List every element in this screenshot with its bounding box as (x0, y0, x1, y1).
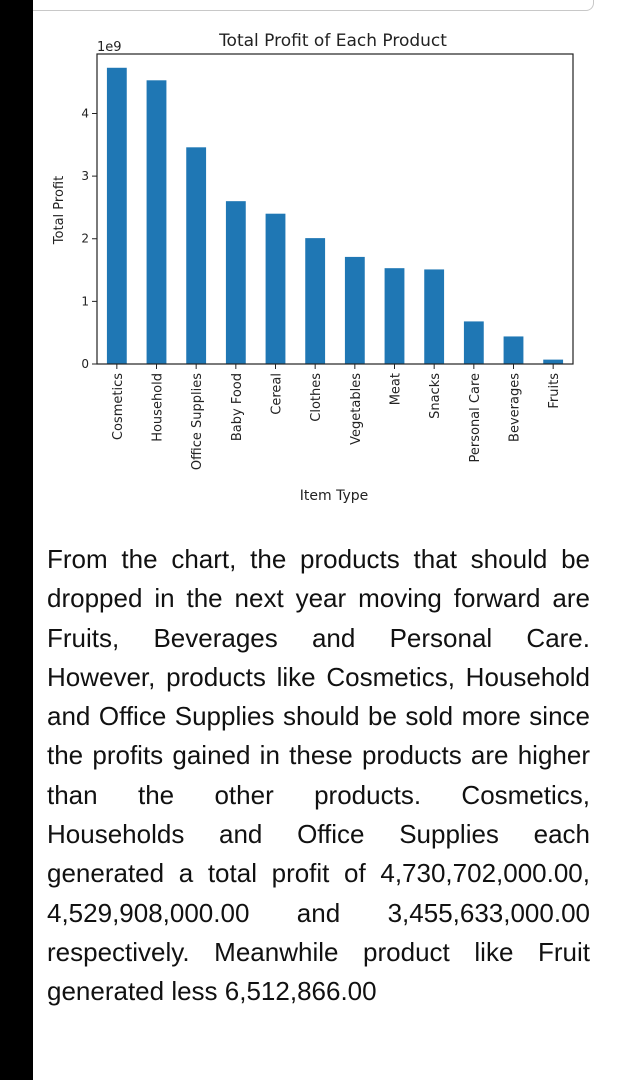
x-tick-label: Beverages (508, 373, 523, 442)
card-top-edge (33, 0, 594, 11)
bar-household (146, 80, 167, 364)
y-tick-label: 1 (81, 294, 89, 308)
screen-left-edge (0, 0, 33, 1080)
x-tick-label: Baby Food (230, 373, 245, 441)
y-axis-label: Total Profit (52, 176, 67, 245)
y-axis-scale-label: 1e9 (97, 40, 122, 55)
bar-cosmetics (106, 67, 127, 365)
x-tick-label: Personal Care (468, 373, 483, 463)
y-tick-label: 0 (81, 357, 89, 371)
x-tick-label: Snacks (428, 373, 443, 419)
x-tick-label: Fruits (547, 373, 562, 409)
x-tick-label: Household (151, 373, 166, 442)
plot-frame (96, 53, 574, 365)
bar-fruits (543, 359, 564, 364)
x-tick-label: Office Supplies (190, 373, 205, 470)
bar-beverages (503, 336, 524, 364)
y-tick-label: 3 (81, 169, 89, 183)
y-tick-label: 4 (81, 106, 89, 120)
x-tick-label: Cereal (270, 373, 285, 415)
bar-personal-care (463, 321, 484, 364)
bar-office-supplies (186, 147, 207, 364)
bar-meat (384, 268, 405, 364)
bar-vegetables (344, 256, 365, 364)
bar-chart: Total Profit of Each Product 1e9 Total P… (52, 31, 574, 504)
x-tick-label: Meat (389, 373, 404, 405)
bar-baby-food (225, 201, 246, 364)
bar-snacks (424, 269, 445, 364)
bar-cereal (265, 213, 286, 364)
y-tick-label: 2 (81, 232, 89, 246)
x-tick-label: Vegetables (349, 373, 364, 445)
chart-title: Total Profit of Each Product (218, 31, 447, 51)
bar-clothes (305, 238, 326, 364)
analysis-paragraph: From the chart, the products that should… (47, 544, 590, 1007)
x-tick-label: Clothes (309, 373, 324, 422)
x-axis-label: Item Type (300, 488, 368, 504)
x-tick-label: Cosmetics (111, 373, 126, 440)
